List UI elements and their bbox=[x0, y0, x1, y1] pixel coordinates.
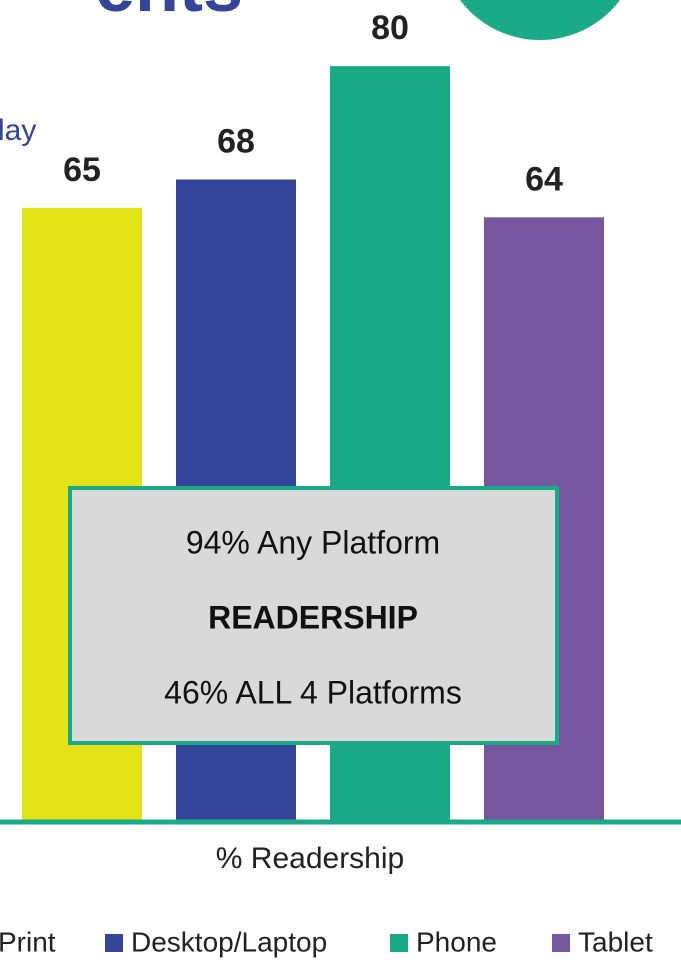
data-label: 80 bbox=[371, 9, 409, 47]
annotation-box bbox=[68, 486, 559, 745]
data-label: 65 bbox=[63, 151, 101, 189]
decoration-circle bbox=[460, 0, 620, 40]
legend-swatch bbox=[552, 934, 570, 952]
legend-swatch bbox=[105, 934, 123, 952]
annotation: 94% Any Platform bbox=[186, 524, 440, 560]
data-label: 68 bbox=[217, 123, 255, 161]
x-axis-label: % Readership bbox=[216, 842, 404, 875]
annotation: 46% ALL 4 Platforms bbox=[164, 674, 462, 710]
annotation: READERSHIP bbox=[208, 599, 418, 635]
legend-label: Phone bbox=[416, 926, 497, 957]
legend-label: Desktop/Laptop bbox=[131, 926, 327, 957]
legend-label: Print bbox=[0, 926, 56, 957]
data-label: 64 bbox=[525, 160, 563, 198]
legend-label: Tablet bbox=[578, 926, 653, 957]
chart-title: ents bbox=[95, 0, 243, 27]
chart-subtitle: lay bbox=[0, 114, 36, 147]
legend-swatch bbox=[390, 934, 408, 952]
legend: Print Desktop/Laptop Phone Tablet bbox=[0, 926, 653, 957]
